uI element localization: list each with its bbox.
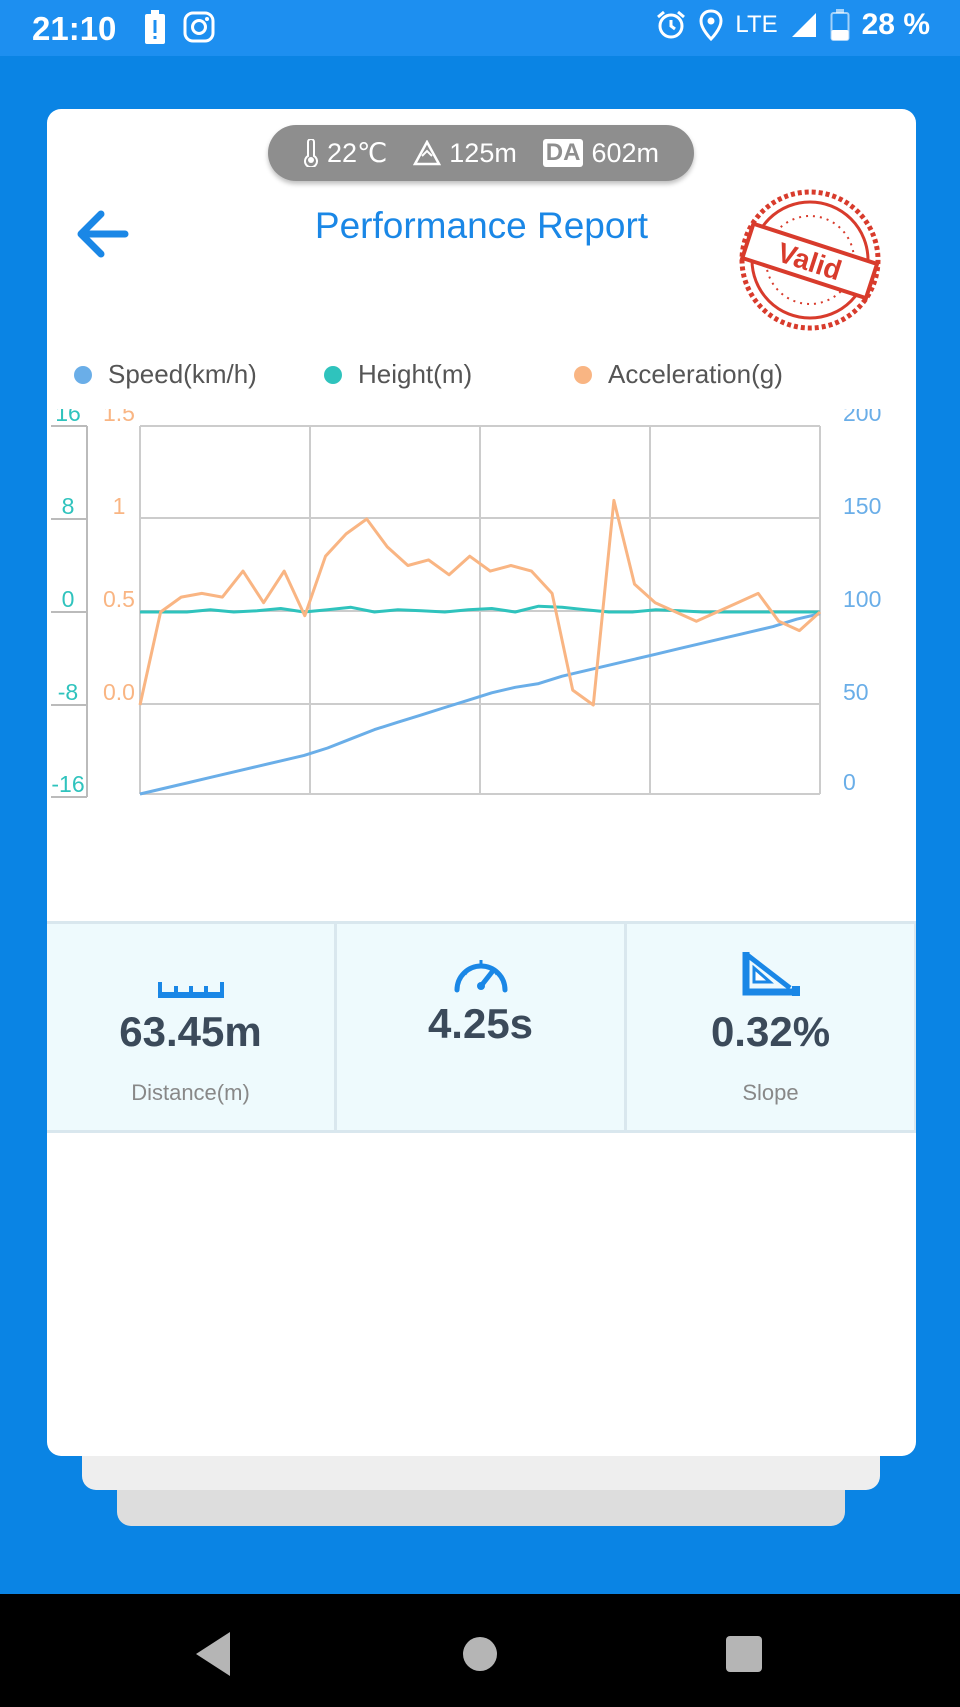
height-tick-label: 0 xyxy=(62,586,75,612)
temperature-value: 22℃ xyxy=(326,137,388,168)
legend-item-speed: Speed(km/h) xyxy=(74,359,257,390)
environment-pill: 22℃ 125m DA 602m xyxy=(268,125,694,181)
battery-icon xyxy=(830,9,850,41)
height-tick-label: 16 xyxy=(55,409,81,426)
network-type: LTE xyxy=(735,11,778,38)
legend-item-height: Height(m) xyxy=(324,359,472,390)
speed-series-line xyxy=(139,612,821,796)
height-tick-label: -8 xyxy=(58,679,78,705)
performance-chart: 16 8 0 -8 -16 1.5 1 0.5 0.0 200 150 100 50 0 xyxy=(51,409,881,798)
status-bar: 21:10 LTE 2 xyxy=(0,0,960,56)
speed-tick-label: 100 xyxy=(843,586,881,612)
time-value: 4.25s xyxy=(427,1000,534,1047)
accel-tick-label: 0.0 xyxy=(103,679,135,705)
acceleration-series-line xyxy=(138,498,822,707)
accel-tick-label: 1 xyxy=(113,493,126,519)
speed-tick-label: 150 xyxy=(843,493,881,519)
speed-tick-label: 50 xyxy=(843,679,869,705)
stat-time: 4.25s xyxy=(337,924,627,1130)
battery-percent: 28 % xyxy=(861,8,930,41)
slope-label: Slope xyxy=(742,1080,799,1105)
stat-distance: 63.45m Distance(m) xyxy=(47,924,337,1130)
da-badge: DA xyxy=(542,139,584,167)
speedometer-icon xyxy=(454,960,507,993)
legend-dot-height xyxy=(324,365,342,384)
stat-slope: 0.32% Slope xyxy=(627,924,916,1130)
height-tick-label: -16 xyxy=(51,771,84,797)
speed-tick-label: 200 xyxy=(843,409,881,426)
altitude-value: 125m xyxy=(449,137,517,168)
navigation-bar xyxy=(0,1594,960,1707)
signal-icon xyxy=(791,13,816,37)
status-time: 21:10 xyxy=(32,10,117,47)
legend-label-acceleration: Acceleration(g) xyxy=(608,359,783,389)
slope-icon xyxy=(742,952,800,996)
distance-value: 63.45m xyxy=(119,1008,262,1055)
alarm-icon xyxy=(657,10,686,39)
mountain-icon xyxy=(413,140,442,166)
thermometer-icon xyxy=(303,139,318,167)
height-series-line xyxy=(140,604,820,614)
report-card: 22℃ 125m DA 602m Performance Report Vali… xyxy=(47,109,916,1456)
legend-label-height: Height(m) xyxy=(358,359,473,389)
legend-dot-speed xyxy=(74,365,92,384)
battery-alert-icon xyxy=(145,10,165,44)
home-circle-icon[interactable] xyxy=(450,1624,510,1684)
density-altitude-value: 602m xyxy=(591,137,659,168)
height-tick-label: 8 xyxy=(62,493,75,519)
legend-item-acceleration: Acceleration(g) xyxy=(574,359,783,390)
location-icon xyxy=(699,9,723,41)
ruler-icon xyxy=(157,982,224,998)
back-triangle-icon[interactable] xyxy=(186,1624,246,1684)
distance-label: Distance(m) xyxy=(131,1080,250,1105)
slope-value: 0.32% xyxy=(710,1008,831,1055)
speed-tick-label: 0 xyxy=(843,769,856,795)
chart-legend: Speed(km/h) Height(m) Acceleration(g) xyxy=(74,359,874,399)
back-arrow-icon[interactable] xyxy=(67,204,137,264)
stats-panel: 63.45m Distance(m) 4.25s xyxy=(47,921,916,1133)
accel-tick-label: 1.5 xyxy=(103,409,135,426)
instagram-icon xyxy=(183,11,215,43)
legend-dot-acceleration xyxy=(574,365,592,384)
page-title: Performance Report xyxy=(314,205,649,246)
legend-label-speed: Speed(km/h) xyxy=(108,359,257,389)
recents-square-icon[interactable] xyxy=(714,1624,774,1684)
valid-stamp: Valid xyxy=(739,189,881,331)
accel-tick-label: 0.5 xyxy=(103,586,135,612)
